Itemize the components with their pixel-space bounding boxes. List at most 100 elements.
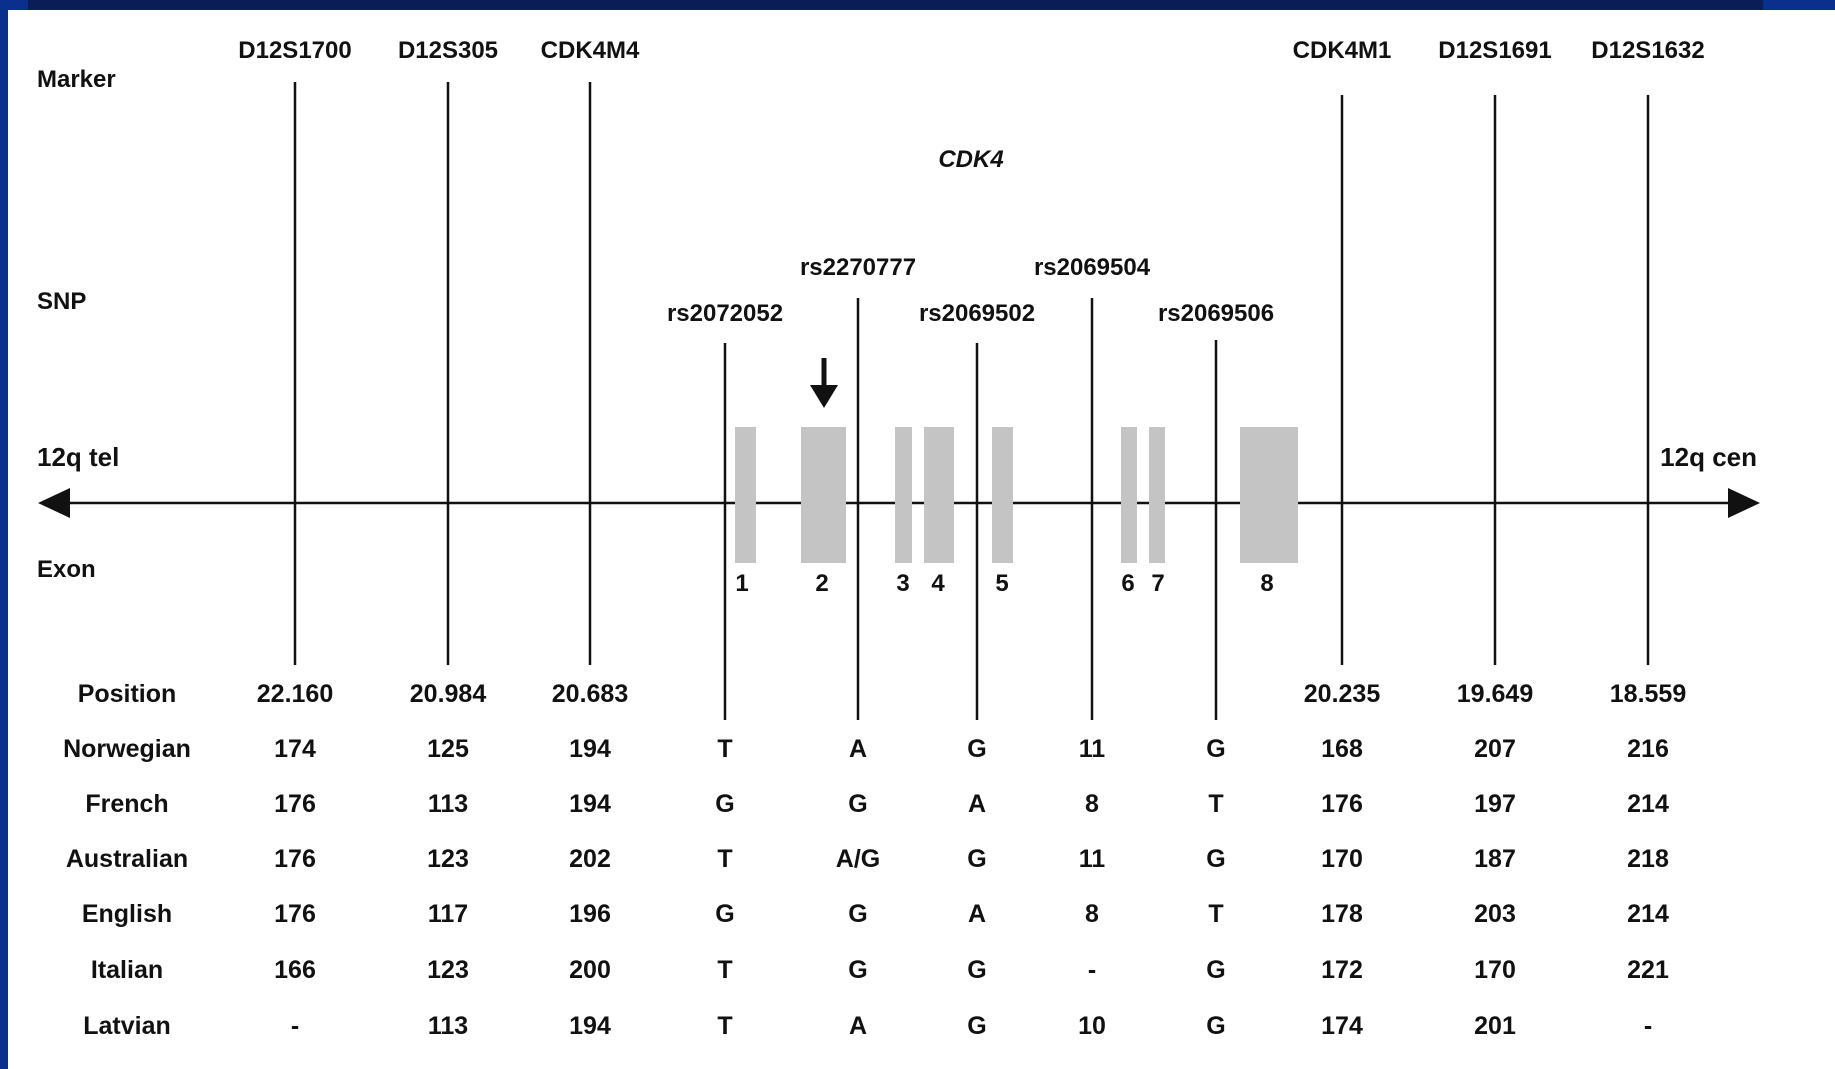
table-cell: 200 [569, 956, 611, 984]
table-cell: 117 [428, 900, 468, 928]
snp-label-rs2270777: rs2270777 [800, 254, 916, 281]
table-cell: 123 [427, 845, 469, 873]
table-cell: 194 [569, 790, 611, 818]
table-cell: 194 [569, 1012, 611, 1040]
exon-4-label: 4 [931, 570, 945, 597]
exon-1-label: 1 [735, 570, 748, 597]
table-cell: 187 [1474, 845, 1516, 873]
table-cell: 178 [1321, 900, 1363, 928]
marker-label-d12s305: D12S305 [398, 37, 498, 64]
table-cell: 168 [1321, 735, 1363, 763]
row-label-position: Position [78, 680, 177, 708]
table-cell: G [1206, 1012, 1225, 1040]
table-cell: 174 [274, 735, 316, 763]
table-cell: 19.649 [1457, 680, 1533, 708]
gene-name: CDK4 [938, 146, 1003, 173]
figure-panel [8, 10, 1835, 1069]
table-cell: 176 [274, 900, 316, 928]
table-cell: 18.559 [1610, 680, 1686, 708]
table-cell: 172 [1321, 956, 1363, 984]
exon-2-box [801, 427, 846, 563]
table-cell: G [715, 900, 734, 928]
table-cell: 20.984 [410, 680, 487, 708]
table-cell: G [967, 735, 986, 763]
table-cell: T [717, 1012, 732, 1040]
row-label-french: French [85, 790, 168, 818]
table-cell: T [717, 845, 732, 873]
table-cell: T [1208, 900, 1223, 928]
table-cell: - [291, 1012, 299, 1040]
cen-arrowhead [1728, 488, 1760, 518]
exon-7-box [1149, 427, 1165, 563]
table-cell: G [848, 900, 867, 928]
table-cell: G [1206, 956, 1225, 984]
exon-5-box [992, 427, 1013, 563]
table-cell: 221 [1627, 956, 1669, 984]
exon-2-label: 2 [815, 570, 828, 597]
row-label-english: English [82, 900, 172, 928]
table-cell: 170 [1321, 845, 1363, 873]
table-cell: 176 [1321, 790, 1363, 818]
table-cell: G [967, 956, 986, 984]
table-cell: 216 [1627, 735, 1669, 763]
table-cell: A [849, 735, 867, 763]
marker-row-label: Marker [37, 66, 116, 93]
table-cell: 8 [1085, 790, 1099, 818]
tel-label: 12q tel [37, 442, 119, 472]
snp-label-rs2072052: rs2072052 [667, 300, 783, 327]
table-cell: 194 [569, 735, 611, 763]
table-cell: G [848, 956, 867, 984]
exon-5-label: 5 [995, 570, 1008, 597]
table-cell: 10 [1078, 1012, 1106, 1040]
marker-label-d12s1691: D12S1691 [1438, 37, 1551, 64]
table-cell: G [848, 790, 867, 818]
table-cell: 196 [569, 900, 611, 928]
table-cell: 113 [428, 1012, 468, 1040]
table-cell: 123 [427, 956, 469, 984]
table-cell: G [1206, 735, 1225, 763]
table-cell: 214 [1627, 900, 1669, 928]
table-cell: 22.160 [257, 680, 333, 708]
table-cell: 170 [1474, 956, 1516, 984]
table-cell: G [967, 845, 986, 873]
snp-row-label: SNP [37, 288, 86, 315]
table-cell: T [1208, 790, 1223, 818]
table-cell: 113 [428, 790, 468, 818]
exon-3-box [895, 427, 912, 563]
table-cell: 166 [274, 956, 316, 984]
table-cell: 203 [1474, 900, 1516, 928]
row-label-australian: Australian [66, 845, 188, 873]
table-cell: T [717, 956, 732, 984]
tel-arrowhead [38, 488, 70, 518]
table-cell: G [1206, 845, 1225, 873]
table-cell: 174 [1321, 1012, 1363, 1040]
exon-8-label: 8 [1260, 570, 1273, 597]
exon-3-label: 3 [896, 570, 909, 597]
exon-1-box [735, 427, 756, 563]
row-label-italian: Italian [91, 956, 163, 984]
marker-label-d12s1632: D12S1632 [1591, 37, 1704, 64]
table-cell: - [1088, 956, 1096, 984]
marker-label-d12s1700: D12S1700 [238, 37, 351, 64]
table-cell: 202 [569, 845, 611, 873]
table-cell: G [967, 1012, 986, 1040]
table-cell: A/G [836, 845, 880, 873]
marker-label-cdk4m1: CDK4M1 [1293, 37, 1392, 64]
exon-row-label: Exon [37, 556, 96, 583]
row-label-norwegian: Norwegian [63, 735, 191, 763]
top-bar [28, 0, 1763, 10]
table-cell: T [717, 735, 732, 763]
table-cell: 11 [1079, 735, 1106, 763]
table-cell: 218 [1627, 845, 1669, 873]
exon-4-box [924, 427, 954, 563]
snp-label-rs2069502: rs2069502 [919, 300, 1035, 327]
down-arrow-icon [810, 358, 838, 408]
table-cell: 11 [1079, 845, 1106, 873]
table-cell: 201 [1474, 1012, 1516, 1040]
table-cell: 176 [274, 845, 316, 873]
exon-6-label: 6 [1121, 570, 1134, 597]
exon-8-box [1240, 427, 1298, 563]
table-cell: 8 [1085, 900, 1099, 928]
table-cell: A [968, 790, 986, 818]
snp-label-rs2069504: rs2069504 [1034, 254, 1151, 281]
